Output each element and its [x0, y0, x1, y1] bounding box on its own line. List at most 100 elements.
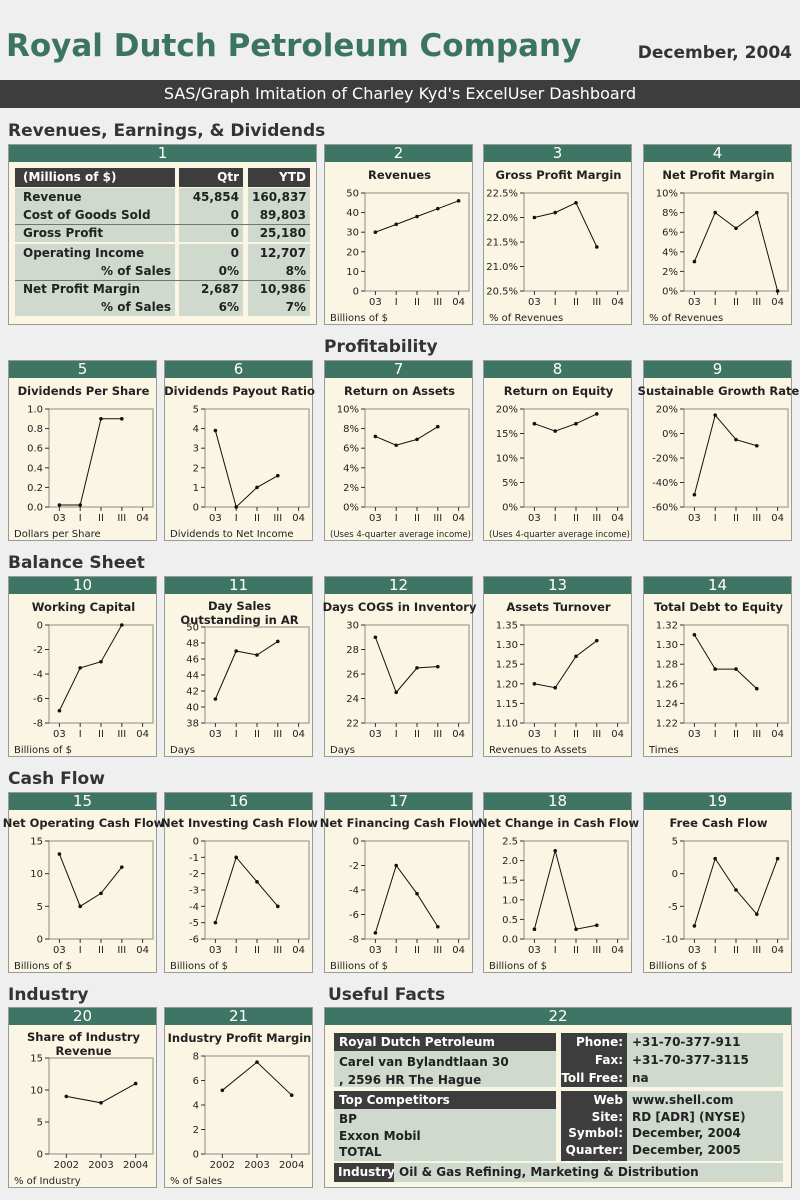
fax-value: +31-70-377-3115 [632, 1053, 749, 1067]
x-tick-label: 03 [53, 513, 66, 524]
table-row-label: Cost of Goods Sold [15, 206, 175, 224]
chart-panel-15: 15 Net Operating Cash Flow 0 5 10 15 03 I II III 0… [3, 792, 165, 973]
y-tick-label: 3 [193, 444, 199, 455]
table-divider [15, 280, 310, 281]
x-tick-label: I [714, 729, 717, 740]
plot-frame [683, 408, 789, 508]
y-tick-label: 0 [193, 503, 199, 514]
y-tick-label: 0 [37, 935, 43, 946]
x-tick-label: 04 [771, 513, 784, 524]
y-tick-label: -4 [33, 670, 43, 681]
x-tick-label: 03 [369, 297, 382, 308]
series-line [693, 211, 779, 292]
x-tick-label: III [433, 513, 442, 524]
plot-frame [204, 840, 310, 940]
symbol-value: RD [ADR] (NYSE) [632, 1109, 746, 1124]
x-tick-label: II [414, 297, 420, 308]
panel-number: 18 [484, 793, 631, 810]
chart-panel-5: 5 Dividends Per Share 0.0 0.2 0.4 0.6 0.8 1.0 03… [8, 360, 157, 541]
data-point [99, 1101, 103, 1105]
table-header-cell: (Millions of $) [15, 168, 175, 187]
info-labels: Web Site: Symbol: Quarter: FY Ends: [561, 1091, 627, 1173]
x-tick-label: 04 [136, 945, 149, 956]
x-tick-label: 03 [369, 945, 382, 956]
data-point [436, 664, 440, 669]
data-point [415, 214, 419, 219]
table-divider [15, 224, 310, 225]
panel-number: 14 [644, 577, 791, 594]
competitor-item: TOTAL [339, 1145, 382, 1159]
contact-labels: Phone: Fax: Toll Free: [561, 1033, 627, 1087]
y-tick-label: -2 [189, 869, 199, 880]
x-tick-label: III [592, 297, 601, 308]
x-tick-label: 03 [528, 729, 541, 740]
y-tick-label: 10 [346, 267, 359, 278]
x-tick-label: I [395, 297, 398, 308]
y-tick-label: 0 [193, 1150, 199, 1161]
panel-number: 13 [484, 577, 631, 594]
data-point [213, 428, 218, 433]
y-tick-label: 10% [496, 454, 518, 465]
x-tick-label: 03 [688, 729, 701, 740]
chart-title: Sustainable Growth Rate [638, 384, 800, 398]
y-tick-label: 5 [37, 1118, 43, 1129]
website-link[interactable]: www.shell.com [632, 1093, 734, 1107]
data-point [755, 443, 759, 448]
data-point [574, 927, 578, 931]
y-tick-label: -5 [668, 902, 678, 913]
line-chart: Net Financing Cash Flow-8-6-4-2003 I II III… [320, 816, 480, 972]
data-point [255, 1060, 259, 1064]
x-tick-label: II [254, 513, 260, 524]
x-tick-label: 04 [292, 729, 305, 740]
x-tick-label: II [573, 945, 579, 956]
panel-number: 21 [165, 1008, 312, 1025]
x-tick-label: III [592, 729, 601, 740]
y-tick-label: 0.8 [27, 424, 43, 435]
y-tick-label: 0.5 [502, 915, 518, 926]
y-tick-label: 1.10 [496, 719, 518, 730]
table-header-cell: Qtr [179, 168, 243, 187]
table-cell-ytd: 25,180 [248, 224, 310, 242]
series-line [374, 637, 438, 694]
series-line [374, 864, 439, 934]
chart-title: Return on Equity [504, 384, 614, 398]
y-tick-label: 10% [337, 405, 359, 416]
panel-number: 12 [325, 577, 472, 594]
phone-label: Phone: [575, 1035, 623, 1049]
plot-frame [48, 408, 154, 508]
section-cash-flow-heading: Cash Flow [8, 769, 105, 789]
data-point [78, 904, 82, 909]
y-tick-label: 0.6 [27, 444, 43, 455]
series-line [58, 853, 123, 908]
chart-footnote: Billions of $ [170, 961, 228, 972]
y-tick-label: 0 [37, 621, 43, 632]
y-tick-label: 22 [346, 719, 359, 730]
table-cell-ytd: 89,803 [248, 206, 310, 224]
panel-number: 4 [644, 145, 791, 162]
x-tick-label: I [714, 297, 717, 308]
x-tick-label: II [254, 729, 260, 740]
chart-title: Free Cash Flow [670, 816, 768, 830]
x-tick-label: 04 [452, 513, 465, 524]
x-tick-label: III [752, 729, 761, 740]
y-tick-label: 30 [346, 621, 359, 632]
panel-number: 1 [9, 145, 316, 162]
x-tick-label: 04 [771, 297, 784, 308]
chart-panel-3: 3 Gross Profit Margin 20.5% 21.0% 21.5% 22.0%… [483, 144, 632, 325]
x-tick-label: I [554, 729, 557, 740]
table-row-label: Operating Income [15, 244, 175, 262]
y-tick-label: 1.25 [496, 660, 518, 671]
x-tick-label: II [733, 729, 739, 740]
y-tick-label: -2 [349, 861, 359, 872]
series-line [534, 413, 598, 432]
y-tick-label: 6 [193, 1076, 199, 1087]
chart-footnote: Times [648, 745, 679, 756]
x-tick-label: III [592, 513, 601, 524]
x-tick-label: I [395, 945, 398, 956]
plot-frame [364, 192, 470, 292]
y-tick-label: -10 [662, 935, 678, 946]
